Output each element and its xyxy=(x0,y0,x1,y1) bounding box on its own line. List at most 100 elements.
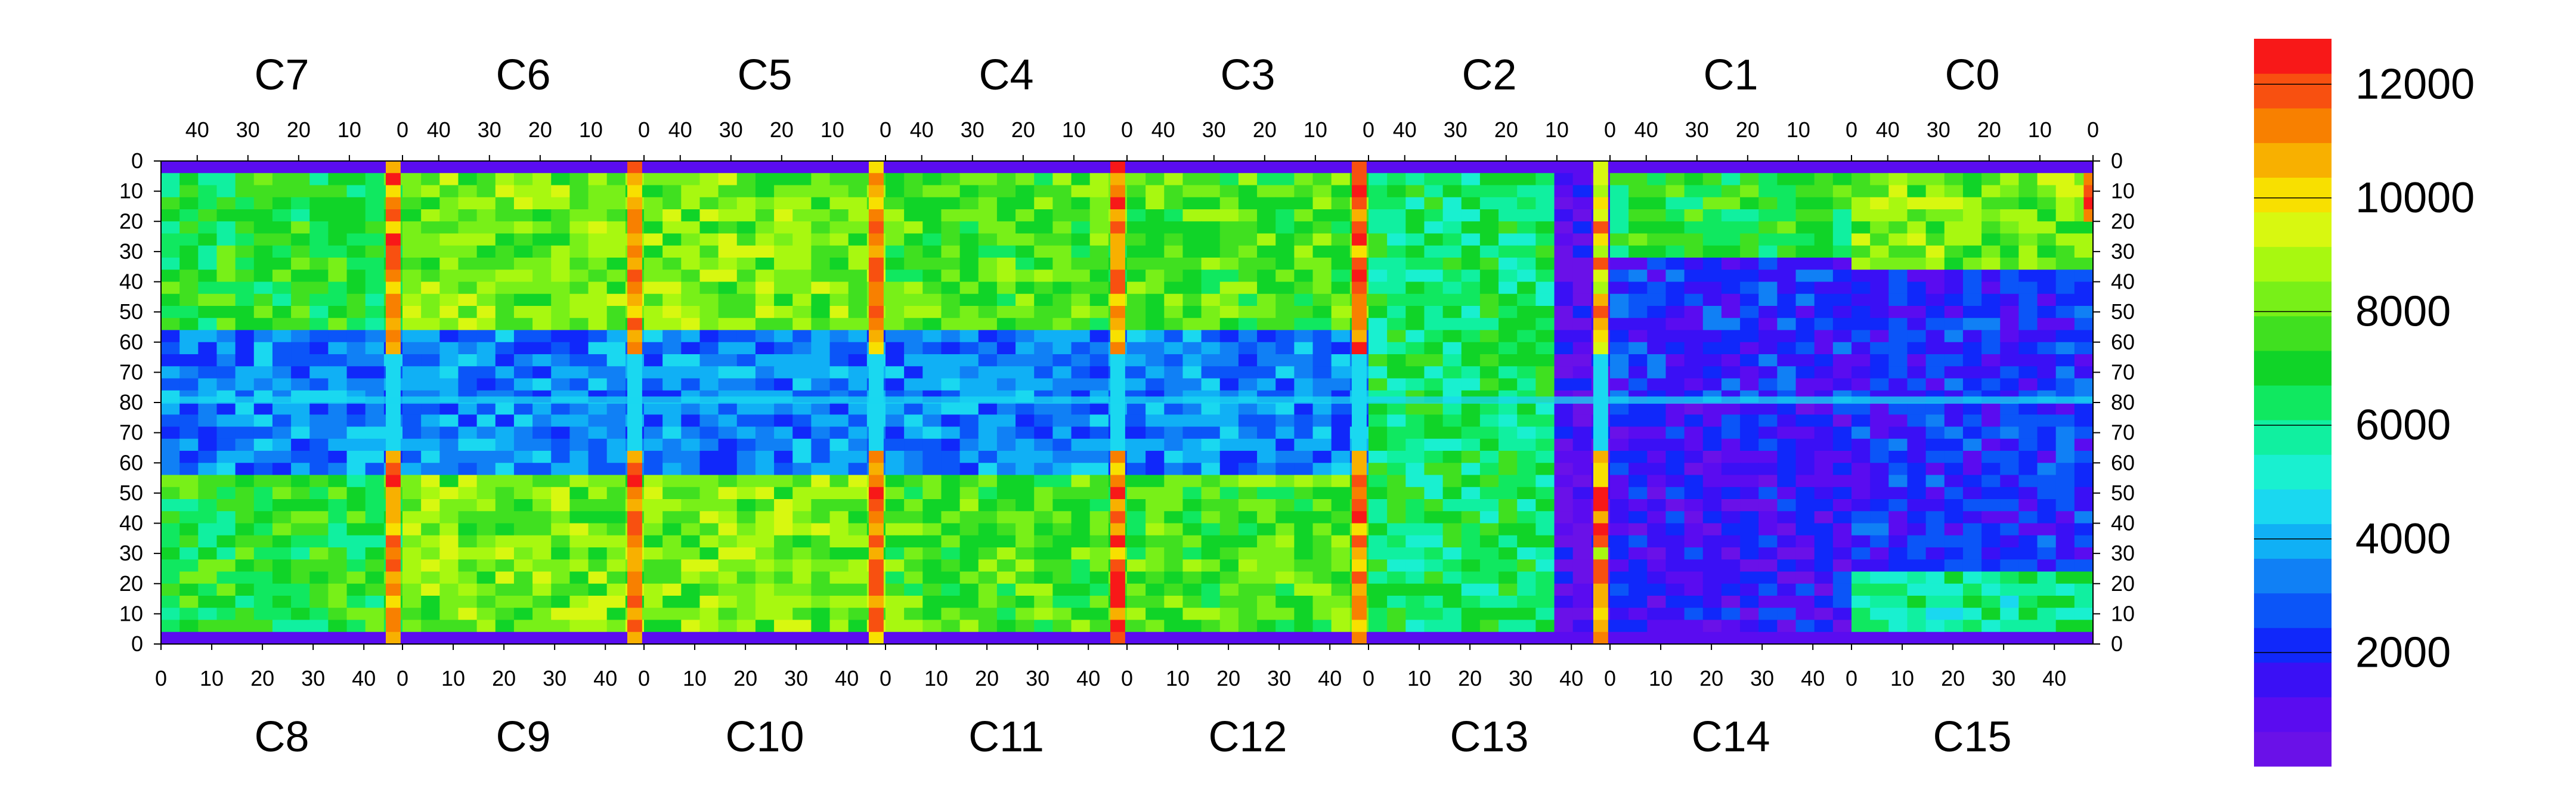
heatmap-cell xyxy=(2000,451,2019,463)
heatmap-cell xyxy=(513,547,533,560)
heatmap-cell xyxy=(2074,511,2094,524)
heatmap-cell xyxy=(1127,354,1146,367)
heatmap-cell xyxy=(774,571,793,584)
heatmap-cell xyxy=(439,258,459,270)
heatmap-cell xyxy=(644,475,663,488)
heatmap-cell xyxy=(681,487,701,500)
heatmap-cell xyxy=(1127,511,1146,524)
heatmap-cell xyxy=(681,438,701,451)
heatmap-cell xyxy=(718,414,738,428)
heatmap-cell xyxy=(179,620,199,633)
heatmap-cell xyxy=(1164,523,1184,536)
heatmap-cell xyxy=(458,571,478,584)
heatmap-cell xyxy=(792,608,812,621)
heatmap-cell xyxy=(1461,535,1481,548)
heatmap-cell xyxy=(2000,245,2019,258)
heatmap-cell xyxy=(699,270,719,283)
heatmap-cell xyxy=(1554,523,1574,536)
heatmap-cell xyxy=(1572,161,1592,174)
heatmap-cell xyxy=(1182,596,1202,608)
heatmap-cell xyxy=(253,233,273,246)
heatmap-cell xyxy=(1461,330,1481,343)
heatmap-cell xyxy=(1628,571,1648,584)
heatmap-cell xyxy=(439,378,459,391)
heatmap-cell xyxy=(1127,258,1146,270)
heatmap-cell xyxy=(662,258,682,270)
heatmap-cell xyxy=(978,511,998,524)
heatmap-cell xyxy=(476,620,496,633)
heatmap-cell xyxy=(1925,245,1945,258)
hot-edge-cell xyxy=(627,547,642,560)
heatmap-cell xyxy=(1944,185,1964,198)
heatmap-cell xyxy=(551,293,570,306)
heatmap-cell xyxy=(532,487,552,500)
heatmap-cell xyxy=(1034,197,1053,210)
heatmap-cell xyxy=(829,185,849,198)
heatmap-cell xyxy=(1275,631,1295,645)
heatmap-cell xyxy=(681,620,701,633)
heatmap-cell xyxy=(1164,451,1184,463)
heatmap-cell xyxy=(1424,451,1444,463)
heatmap-cell xyxy=(644,281,663,295)
heatmap-cell xyxy=(253,306,273,318)
heatmap-cell xyxy=(588,511,608,524)
heatmap-cell xyxy=(904,535,923,548)
heatmap-cell xyxy=(1182,197,1202,210)
heatmap-cell xyxy=(1665,451,1685,463)
heatmap-cell xyxy=(161,523,180,536)
heatmap-cell xyxy=(513,221,533,234)
heatmap-cell xyxy=(1962,306,1982,318)
heatmap-cell xyxy=(1647,463,1667,476)
chip-label-bottom: C9 xyxy=(496,713,550,761)
heatmap-cell xyxy=(1219,535,1239,548)
heatmap-cell xyxy=(2037,258,2057,270)
heatmap-cell xyxy=(1535,583,1555,596)
heatmap-cell xyxy=(904,583,923,596)
heatmap-cell xyxy=(1145,185,1165,198)
hot-edge-cell xyxy=(627,221,642,234)
heatmap-cell xyxy=(1814,608,1834,621)
heatmap-cell xyxy=(216,161,236,174)
heatmap-cell xyxy=(1219,596,1239,608)
heatmap-cell xyxy=(1201,523,1221,536)
heatmap-cell xyxy=(1164,559,1184,572)
heatmap-cell xyxy=(699,185,719,198)
heatmap-cell xyxy=(1535,354,1555,367)
heatmap-cell xyxy=(2074,233,2094,246)
heatmap-cell xyxy=(1758,487,1778,500)
heatmap-cell xyxy=(402,161,422,174)
colorbar-swatch xyxy=(2254,281,2332,317)
heatmap-cell xyxy=(2037,293,2057,306)
heatmap-cell xyxy=(1071,487,1091,500)
heatmap-cell xyxy=(2074,523,2094,536)
heatmap-cell xyxy=(1461,293,1481,306)
heatmap-cell xyxy=(1907,414,1927,428)
heatmap-cell xyxy=(272,293,292,306)
heatmap-cell xyxy=(588,571,608,584)
heatmap-cell xyxy=(439,161,459,174)
heatmap-cell xyxy=(1034,293,1053,306)
heatmap-cell xyxy=(1294,571,1314,584)
heatmap-cell xyxy=(811,451,831,463)
heatmap-cell xyxy=(161,631,180,645)
heatmap-cell xyxy=(1981,451,2001,463)
heatmap-cell xyxy=(328,366,348,379)
heatmap-cell xyxy=(1981,173,2001,186)
heatmap-cell xyxy=(1795,499,1815,512)
heatmap-cell xyxy=(1702,258,1722,270)
heatmap-cell xyxy=(1479,293,1499,306)
heatmap-cell xyxy=(1387,608,1406,621)
heatmap-cell xyxy=(1944,354,1964,367)
heatmap-cell xyxy=(644,414,663,428)
heatmap-cell xyxy=(2074,378,2094,391)
heatmap-cell xyxy=(774,608,793,621)
heatmap-cell xyxy=(1164,293,1184,306)
heatmap-cell xyxy=(1387,342,1406,355)
hot-edge-cell xyxy=(1110,173,1125,186)
heatmap-cell xyxy=(1962,221,1982,234)
heatmap-cell xyxy=(644,258,663,270)
heatmap-cell xyxy=(1517,197,1536,210)
heatmap-cell xyxy=(2018,571,2038,584)
heatmap-cell xyxy=(198,499,218,512)
heatmap-cell xyxy=(736,487,756,500)
